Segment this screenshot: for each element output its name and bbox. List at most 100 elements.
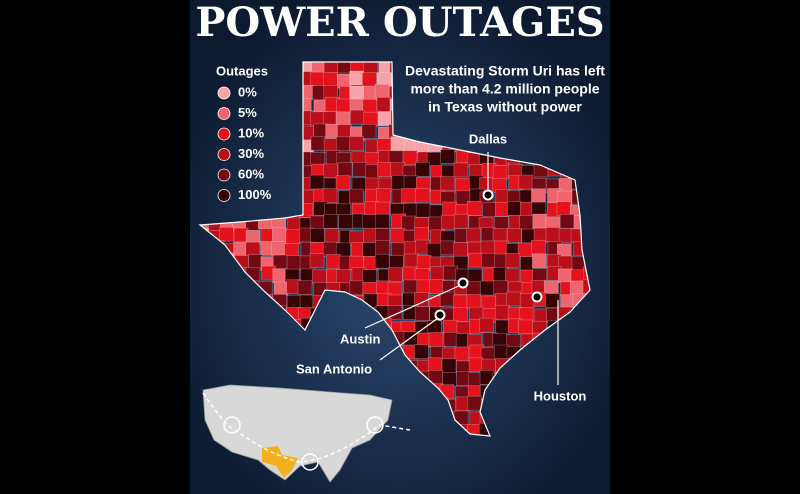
county <box>439 291 455 307</box>
county <box>390 136 406 151</box>
county <box>349 280 365 296</box>
county <box>335 111 351 127</box>
legend-label: 100% <box>238 187 272 202</box>
county <box>415 161 431 177</box>
county <box>559 214 575 229</box>
county <box>349 85 364 101</box>
county <box>233 241 248 257</box>
county <box>428 332 444 347</box>
county <box>453 294 468 310</box>
county <box>454 346 470 362</box>
county <box>518 319 533 335</box>
storm-icon <box>301 453 319 471</box>
county <box>442 201 457 217</box>
county <box>533 308 549 324</box>
leader-line <box>379 317 439 361</box>
county <box>428 279 444 294</box>
county <box>453 162 469 178</box>
county <box>505 253 521 268</box>
county <box>390 162 406 177</box>
county <box>338 214 353 229</box>
city-label: San Antonio <box>296 361 372 376</box>
county <box>414 344 429 359</box>
county <box>402 266 418 282</box>
county <box>349 70 364 86</box>
county <box>453 242 468 257</box>
legend-swatch <box>217 127 231 141</box>
county <box>362 269 377 285</box>
county <box>361 123 377 139</box>
subtitle-line: more than 4.2 million people <box>410 81 599 97</box>
county <box>362 242 378 257</box>
subtitle-line: Devastating Storm Uri has left <box>405 63 605 79</box>
county <box>312 269 327 285</box>
county <box>416 254 432 270</box>
us-inset <box>202 384 411 483</box>
county <box>545 293 560 308</box>
county <box>273 281 289 297</box>
county <box>531 188 546 204</box>
county <box>349 136 364 151</box>
county <box>430 266 446 281</box>
county <box>374 253 390 269</box>
city-dot <box>434 309 446 321</box>
county <box>402 150 418 165</box>
county <box>285 229 301 244</box>
city-markers: Dallas Austin San Antonio Houston <box>296 131 586 403</box>
county <box>427 357 443 373</box>
city-dot <box>531 291 543 303</box>
county <box>336 269 351 284</box>
county <box>245 241 261 257</box>
county <box>506 228 522 243</box>
city-label: Houston <box>534 388 587 403</box>
county <box>218 226 234 242</box>
county <box>352 162 368 177</box>
county <box>428 216 444 232</box>
county <box>441 214 456 230</box>
city-dot <box>457 277 469 289</box>
county <box>443 331 459 347</box>
county <box>441 358 457 374</box>
county <box>362 214 378 229</box>
county <box>326 254 341 269</box>
county <box>519 215 534 230</box>
county <box>375 240 390 255</box>
subtitle-line: in Texas without power <box>428 99 582 115</box>
county <box>481 252 496 268</box>
county <box>517 242 533 258</box>
county <box>322 241 338 257</box>
county <box>348 188 364 204</box>
county <box>323 163 338 179</box>
county <box>272 268 288 284</box>
county <box>349 109 365 125</box>
county <box>507 201 522 216</box>
county <box>362 99 378 114</box>
legend-swatch <box>217 86 231 100</box>
county <box>560 294 575 309</box>
title: POWER OUTAGES <box>195 0 604 46</box>
county <box>297 280 313 295</box>
county <box>376 97 392 112</box>
legend-swatch <box>217 168 231 182</box>
county <box>480 240 496 256</box>
county <box>388 267 403 282</box>
county <box>271 241 286 256</box>
county <box>414 306 430 321</box>
county <box>493 344 509 360</box>
legend-swatch <box>217 107 231 120</box>
county <box>403 175 419 191</box>
county <box>324 228 340 243</box>
county <box>468 357 484 373</box>
storm-track <box>202 392 411 463</box>
county <box>323 213 339 229</box>
county <box>440 240 455 256</box>
county <box>479 317 494 333</box>
county <box>506 291 522 307</box>
county <box>310 135 326 151</box>
county <box>337 162 353 178</box>
legend-label: 5% <box>238 105 257 120</box>
legend-label: 10% <box>238 125 264 140</box>
county <box>310 228 325 243</box>
county <box>272 227 287 243</box>
county <box>309 71 325 87</box>
